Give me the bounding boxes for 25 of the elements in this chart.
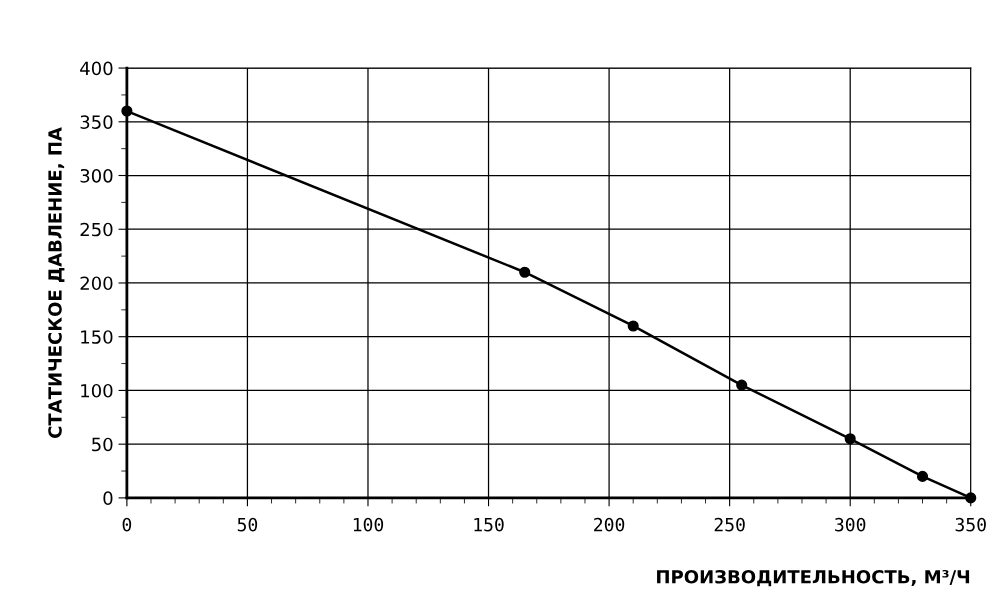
y-tick-label: 200	[80, 276, 113, 291]
point	[736, 379, 748, 391]
x-tick-label: 200	[594, 517, 625, 532]
y-tick-label: 50	[92, 437, 113, 452]
point	[627, 320, 639, 332]
y-tick-label: 300	[80, 168, 113, 183]
point	[121, 105, 133, 117]
x-tick-label: 300	[835, 517, 866, 532]
x-tick-label: 150	[474, 517, 504, 532]
x-tick-label: 0	[122, 517, 132, 532]
y-tick-label: 100	[81, 383, 113, 398]
y-tick-label: 250	[80, 222, 113, 237]
y-tick-label: 350	[80, 115, 113, 129]
point	[916, 470, 929, 482]
y-axis-title: СТАТИЧЕСКОЕ ДАВЛЕНИЕ, ПА	[48, 127, 65, 438]
y-tick-label: 150	[81, 330, 113, 344]
x-tick-label: 100	[353, 517, 384, 532]
x-tick-label: 350	[955, 517, 986, 532]
x-tick-label: 50	[237, 517, 258, 532]
x-axis-title: ПРОИЗВОДИТЕЛЬНОСТЬ, М³/Ч	[657, 569, 970, 587]
point	[519, 266, 531, 278]
x-tick-label: 250	[714, 517, 745, 532]
y-tick-label: 0	[103, 491, 113, 506]
point	[844, 433, 856, 445]
y-tick-label: 400	[80, 61, 113, 76]
